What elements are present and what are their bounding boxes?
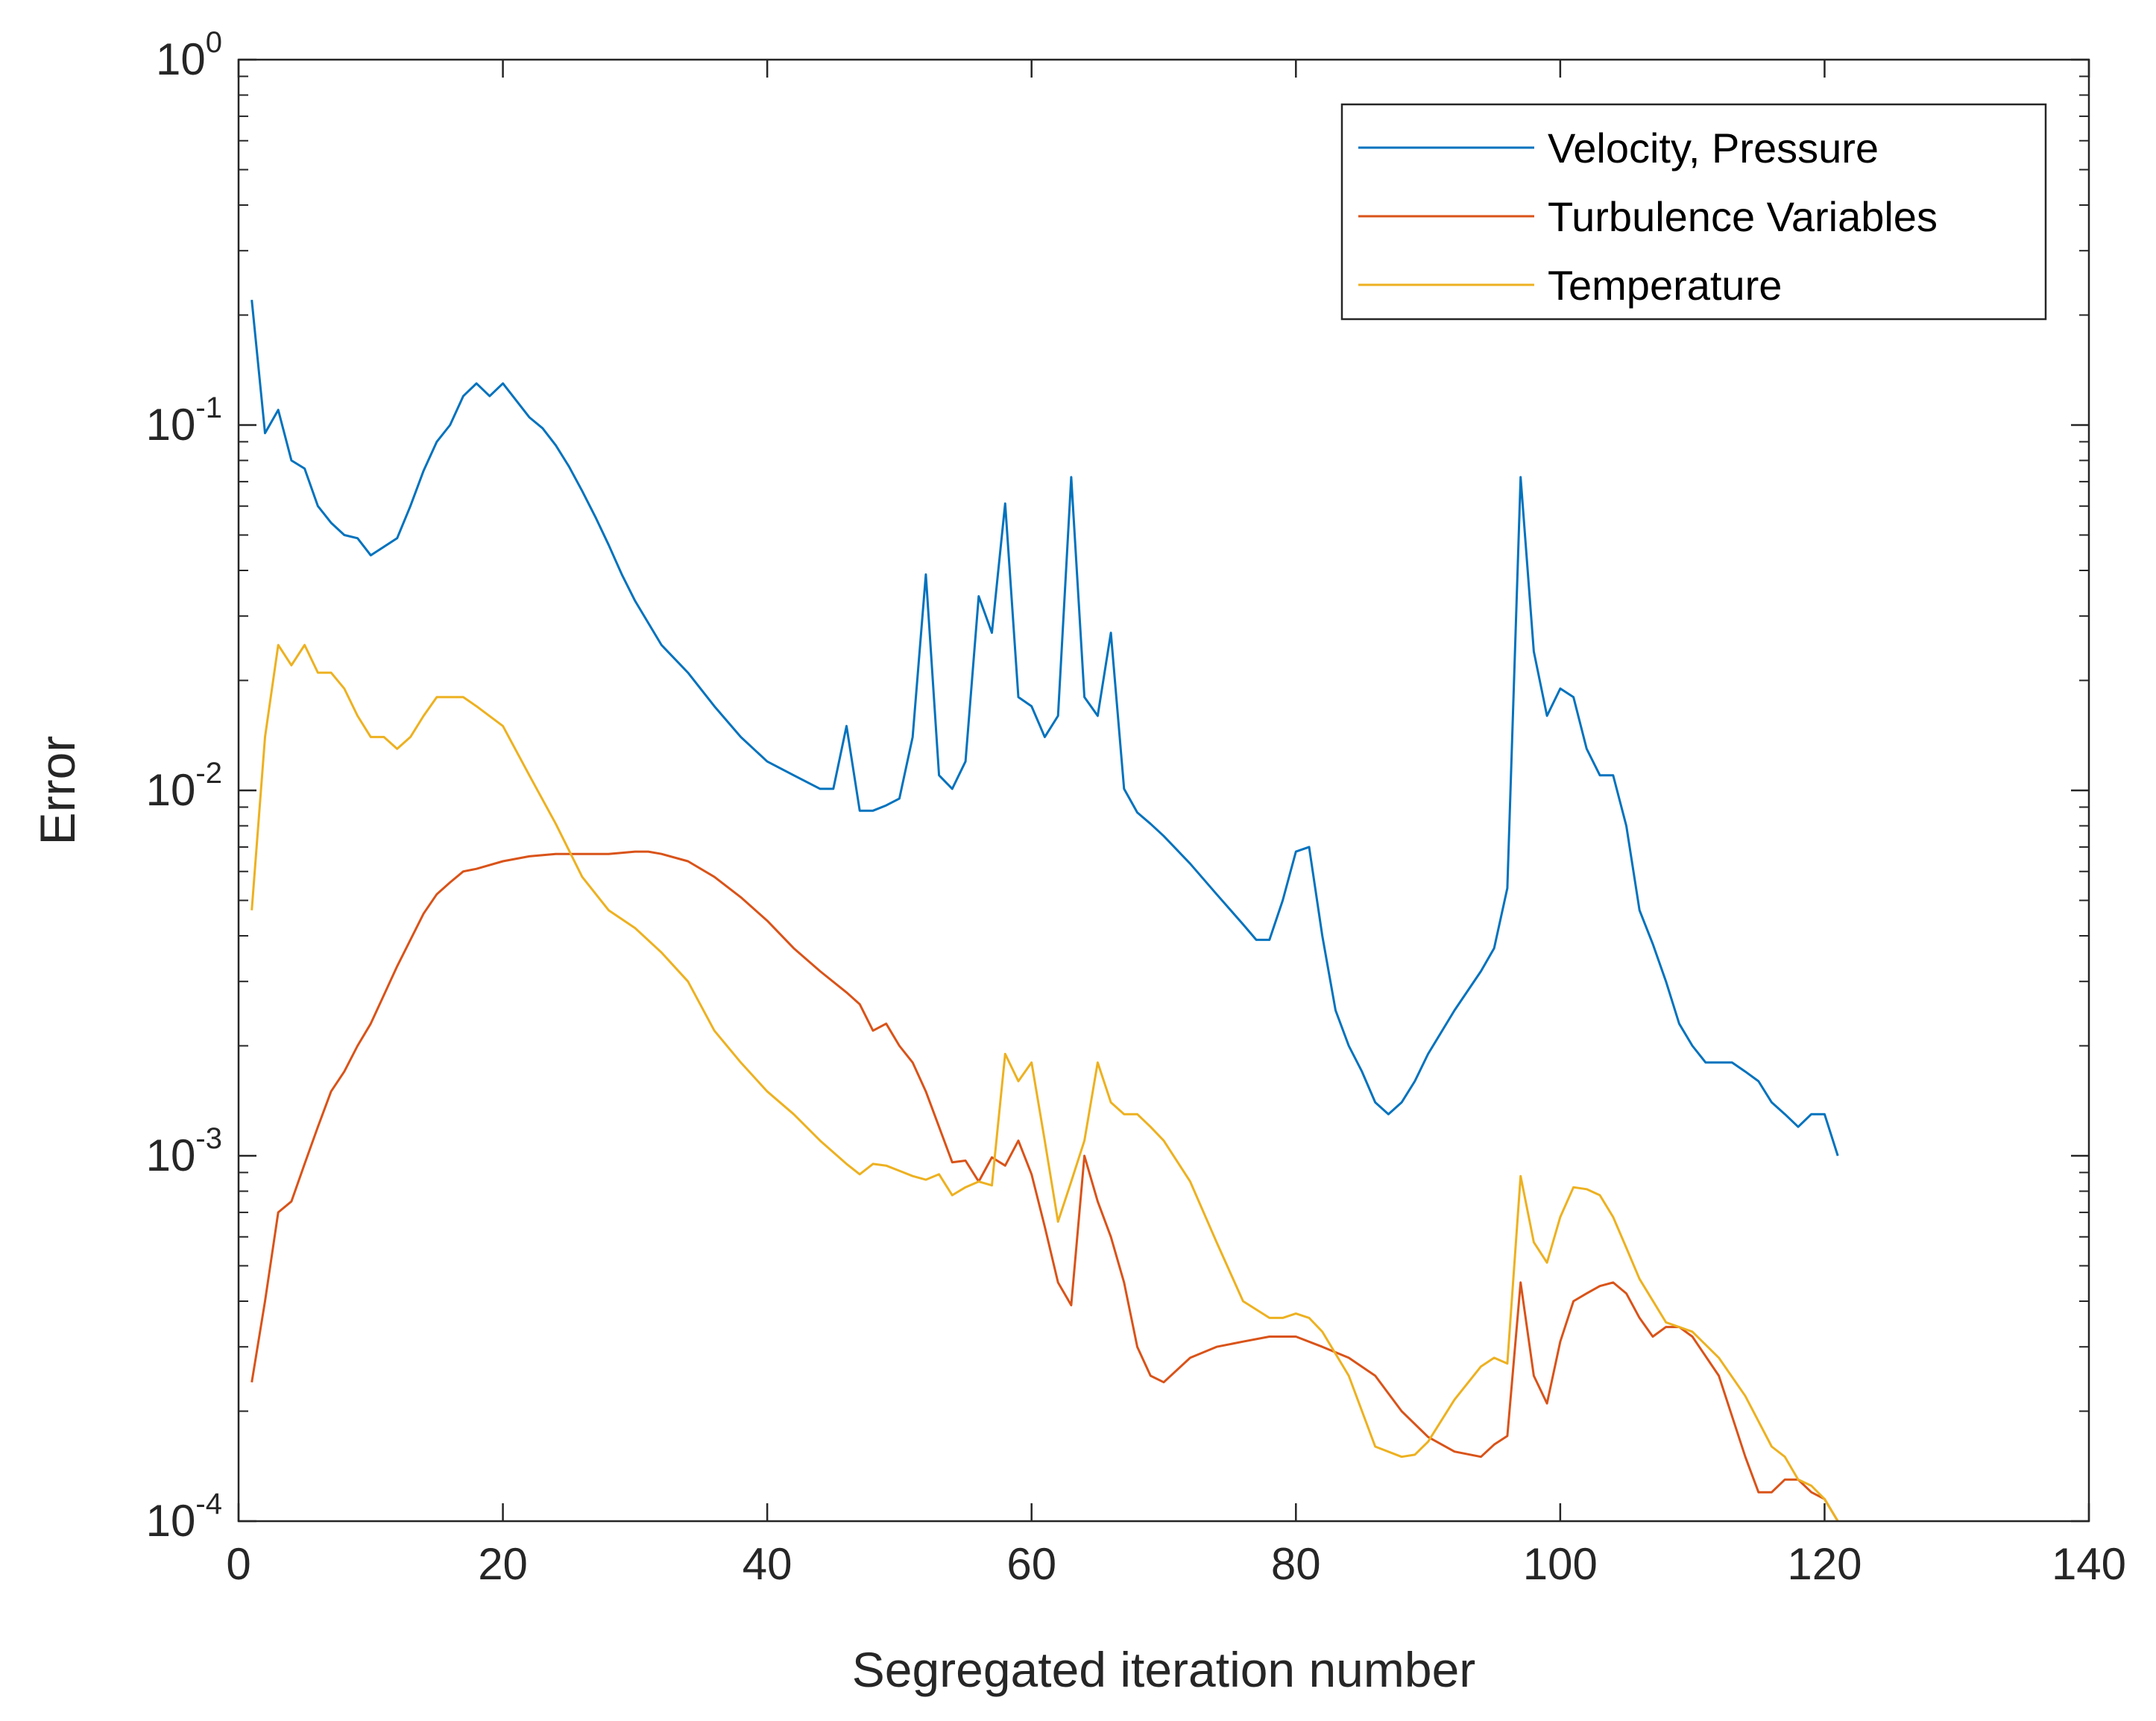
legend: Velocity, Pressure Turbulence Variables Te… (1340, 103, 2047, 321)
x-tick-label: 140 (2052, 1539, 2126, 1589)
series-line-velocity-pressure (250, 300, 1839, 1157)
series-line-temperature (250, 644, 1839, 1522)
legend-label: Temperature (1548, 262, 1782, 309)
y-tick-label: 100 (156, 26, 222, 84)
y-tick-label: 10-4 (146, 1488, 222, 1546)
y-tick-label: 10-1 (146, 391, 222, 450)
y-tick-label: 10-3 (146, 1122, 222, 1180)
y-tick-label: 10-2 (146, 757, 222, 815)
x-tick-label: 20 (478, 1539, 528, 1589)
legend-label: Velocity, Pressure (1548, 125, 1879, 172)
series-layer (250, 300, 1839, 1522)
x-tick-label: 40 (743, 1539, 792, 1589)
axes-layer: 0 20 40 60 80 100 120 140 10-4 10-3 10-2 10-1 100 Seg… (30, 26, 2126, 1697)
x-tick-label: 80 (1271, 1539, 1321, 1589)
x-tick-label: 0 (226, 1539, 250, 1589)
legend-label: Turbulence Variables (1548, 193, 1938, 240)
series-line-turbulence-variables (250, 850, 1839, 1522)
legend-box (1340, 103, 2047, 321)
x-tick-label: 60 (1006, 1539, 1056, 1589)
x-tick-label: 120 (1787, 1539, 1862, 1589)
y-axis-label: Error (30, 736, 85, 846)
x-axis-label: Segregated iteration number (852, 1642, 1476, 1697)
x-tick-label: 100 (1523, 1539, 1598, 1589)
